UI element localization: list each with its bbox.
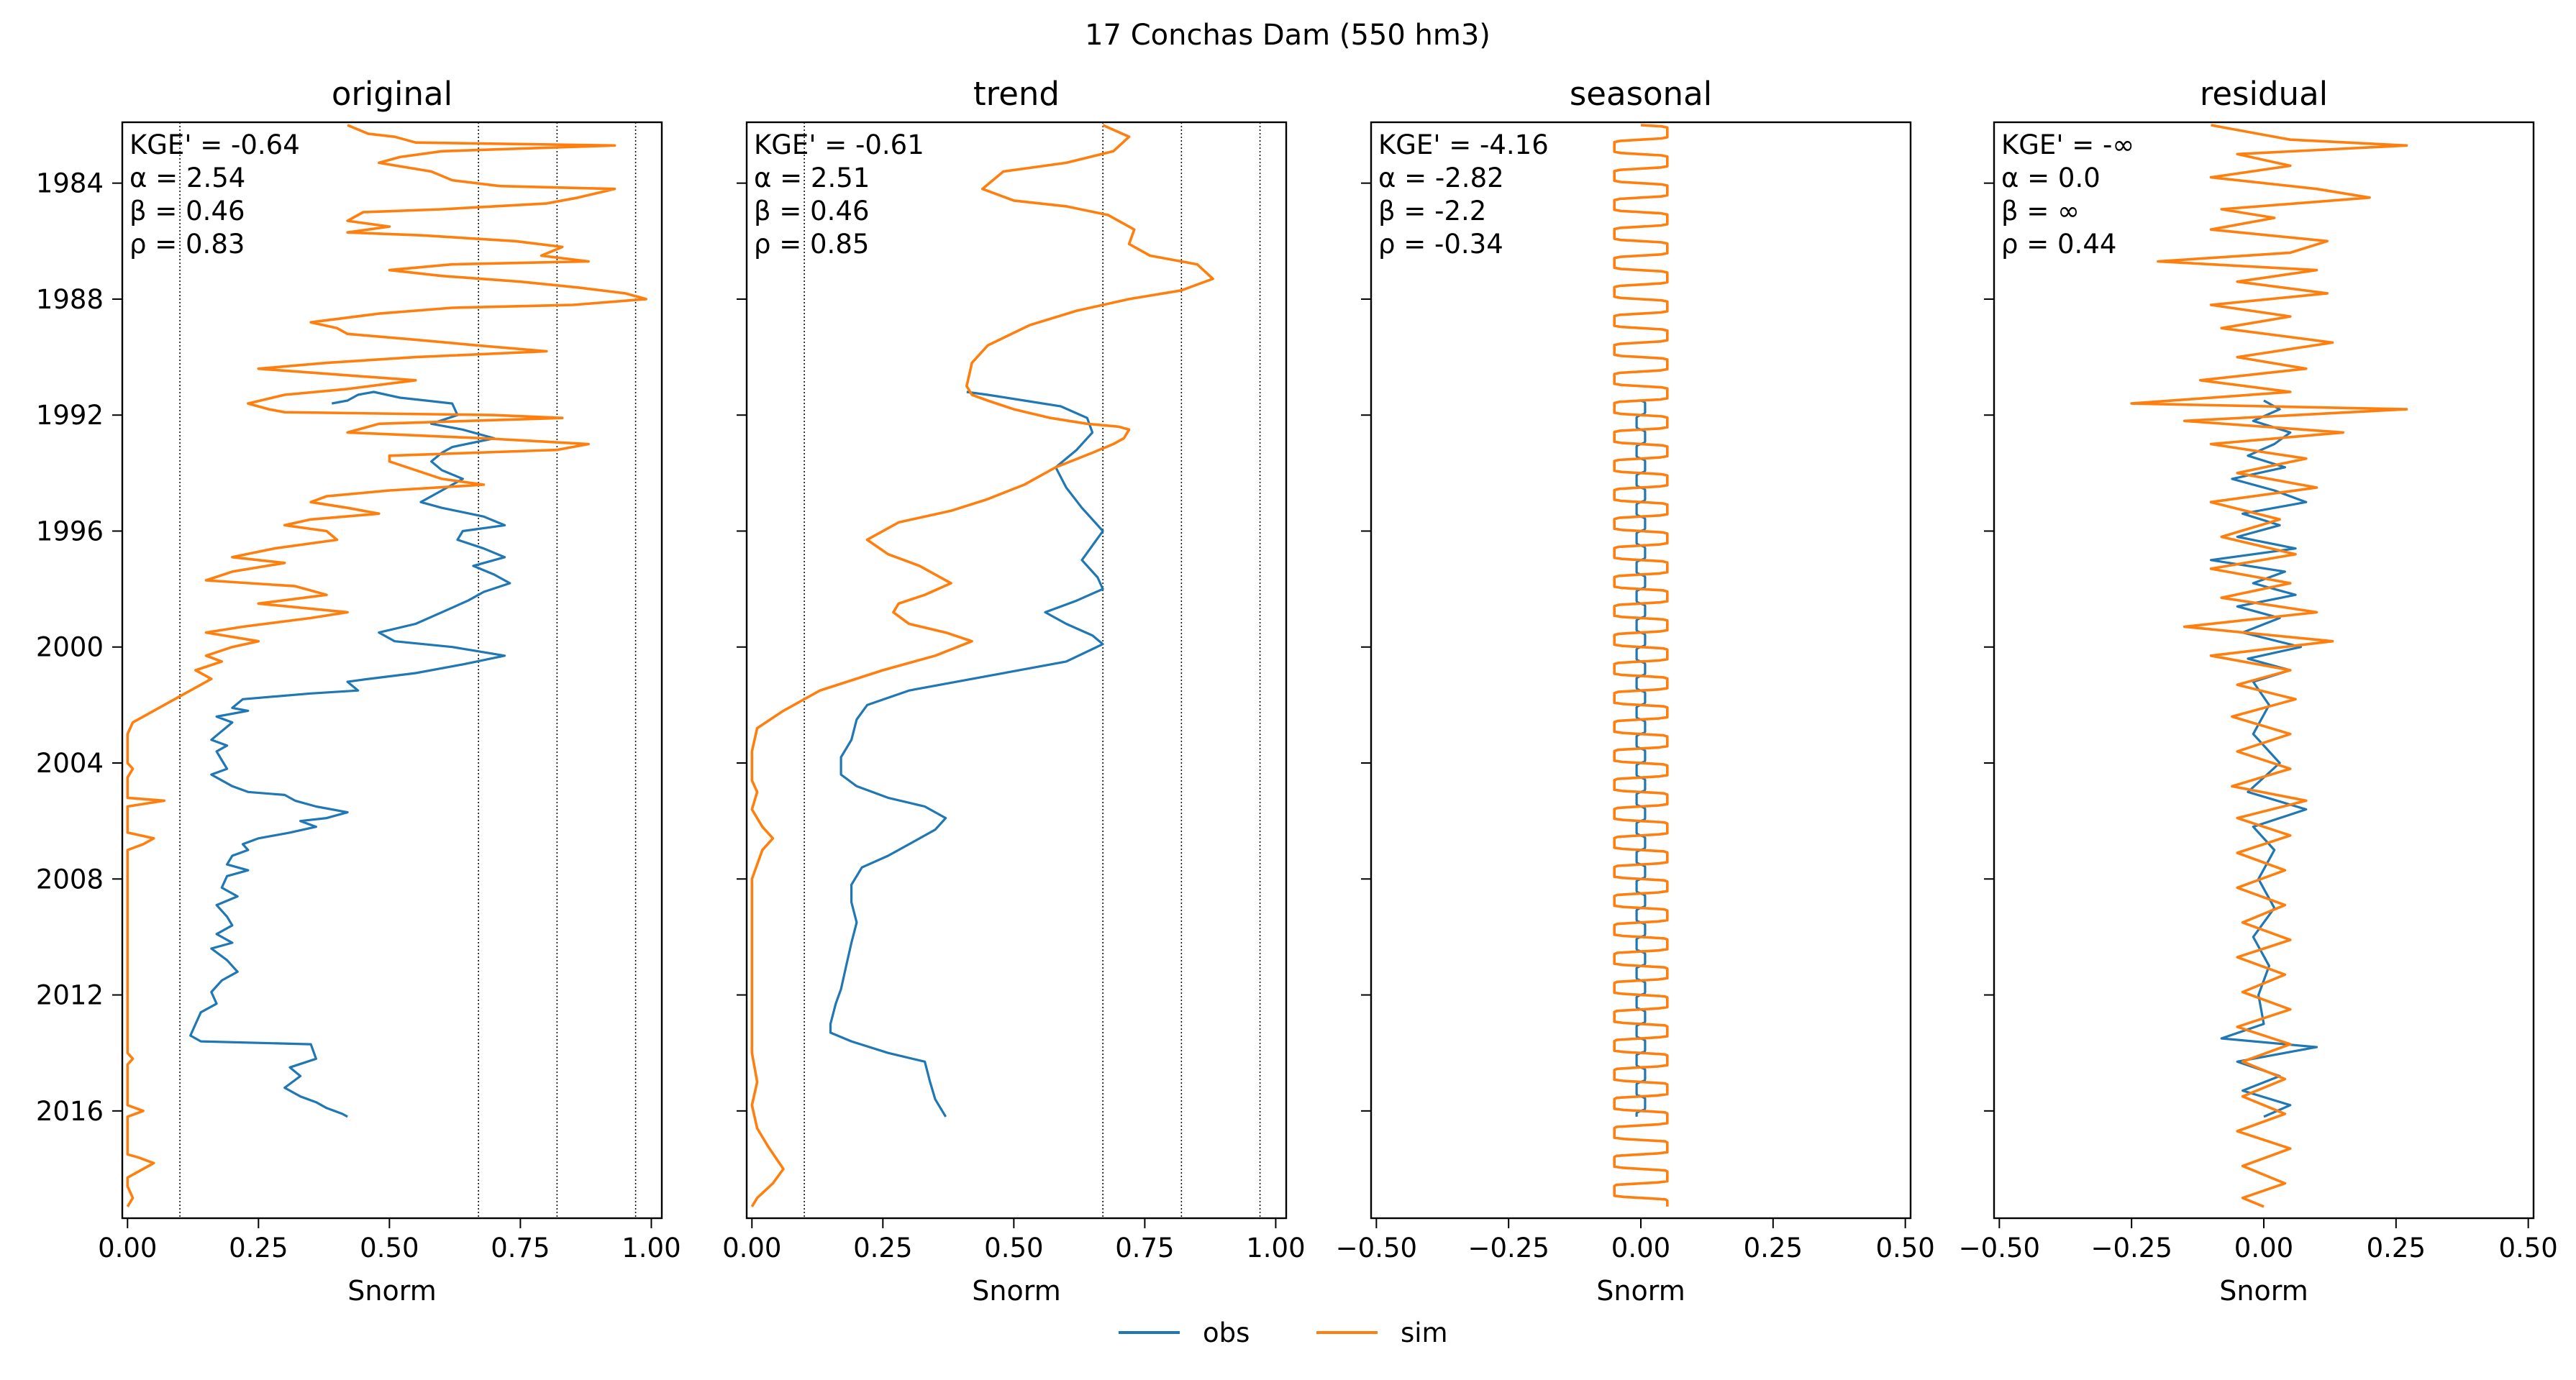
x-axis-label: Snorm (1596, 1275, 1685, 1307)
panels: original 0.00 0.25 0.50 0.75 1.00 Snorm 1984 198… (36, 75, 2558, 1307)
x-tick-label: 0.00 (98, 1233, 157, 1264)
y-tick-label: 2016 (36, 1096, 104, 1127)
stats-text-1: α = 2.54 (129, 163, 245, 193)
axes-frame (745, 121, 1288, 1220)
stats-text-1: α = -2.82 (1378, 163, 1504, 193)
y-tick-label: 2000 (36, 632, 104, 663)
panel-original: original 0.00 0.25 0.50 0.75 1.00 Snorm 1984 198… (36, 75, 681, 1307)
x-tick-label: 0.75 (491, 1233, 550, 1264)
panel-trend: trend 0.00 0.25 0.50 0.75 1.00 Snorm KGE' = -0.… (722, 75, 1306, 1307)
x-tick-label: 1.00 (1246, 1233, 1305, 1264)
legend: obs sim (1119, 1317, 1448, 1348)
panel-title: residual (2200, 75, 2328, 113)
x-tick-label: 0.25 (229, 1233, 288, 1264)
x-tick-label: 0.50 (360, 1233, 419, 1264)
y-tick-label: 1992 (36, 400, 104, 431)
panel-title: trend (973, 75, 1060, 113)
x-tick-label: 0.25 (2367, 1233, 2426, 1264)
stats-text-0: KGE' = -0.61 (754, 129, 924, 160)
stats-text-1: α = 2.51 (754, 163, 870, 193)
x-tick-label: 0.00 (1611, 1233, 1670, 1264)
x-tick-label: −0.25 (2090, 1233, 2172, 1264)
stats-text-1: α = 0.0 (2001, 163, 2101, 193)
x-tick-label: −0.25 (1467, 1233, 1549, 1264)
series-sim-line (126, 124, 647, 1207)
panel-residual: residual −0.50 −0.25 0.00 0.25 0.50 Snorm KGE' … (1959, 75, 2558, 1307)
series-sim-line (750, 124, 1214, 1207)
legend-sim-label: sim (1401, 1317, 1448, 1348)
y-tick-label: 2004 (36, 748, 104, 779)
stats-text-3: ρ = 0.83 (129, 229, 245, 260)
panel-seasonal: seasonal −0.50 −0.25 0.00 0.25 0.50 Snorm KGE' … (1336, 75, 1935, 1307)
y-tick-label: 2008 (36, 864, 104, 895)
plot-lines (2130, 124, 2408, 1208)
axes-frame (121, 121, 663, 1220)
x-tick-label: −0.50 (1959, 1233, 2040, 1264)
stats-text-2: β = ∞ (2001, 196, 2080, 227)
x-tick-label: 0.50 (984, 1233, 1043, 1264)
stats-text-0: KGE' = -0.64 (129, 129, 300, 160)
x-tick-label: 0.25 (1744, 1233, 1803, 1264)
stats-text-0: KGE' = -4.16 (1378, 129, 1549, 160)
x-tick-label: 0.25 (853, 1233, 912, 1264)
plot-area (1371, 122, 1911, 1218)
stats-text-2: β = -2.2 (1378, 196, 1486, 227)
y-tick-label: 1988 (36, 284, 104, 315)
x-axis-label: Snorm (347, 1275, 436, 1307)
x-tick-label: 1.00 (622, 1233, 681, 1264)
series-sim-line (1613, 124, 1669, 1207)
y-tick-label: 2012 (36, 980, 104, 1011)
x-tick-label: 0.50 (2498, 1233, 2557, 1264)
x-tick-label: 0.00 (722, 1233, 781, 1264)
series-sim-line (2130, 124, 2408, 1208)
stats-text-2: β = 0.46 (754, 196, 870, 227)
stats-text-3: ρ = 0.44 (2001, 229, 2116, 260)
y-tick-label: 1996 (36, 516, 104, 547)
plot-lines (750, 122, 1261, 1218)
panel-title: original (332, 75, 452, 113)
figure-suptitle: 17 Conchas Dam (550 hm3) (1085, 19, 1490, 52)
stats-text-0: KGE' = -∞ (2001, 129, 2134, 160)
series-obs-line (2209, 399, 2318, 1118)
x-tick-label: 0.75 (1115, 1233, 1174, 1264)
series-obs-line (189, 390, 511, 1118)
plot-lines (126, 122, 647, 1218)
series-obs-line (1635, 399, 1647, 1117)
panel-title: seasonal (1570, 75, 1712, 113)
x-axis-label: Snorm (2219, 1275, 2308, 1307)
stats-text-3: ρ = -0.34 (1378, 229, 1503, 260)
x-tick-label: 0.50 (1875, 1233, 1934, 1264)
stats-text-2: β = 0.46 (129, 196, 245, 227)
x-tick-label: 0.00 (2234, 1233, 2293, 1264)
x-axis-label: Snorm (972, 1275, 1060, 1307)
stats-text-3: ρ = 0.85 (754, 229, 869, 260)
y-tick-label: 1984 (36, 168, 104, 199)
plot-lines (1613, 124, 1669, 1207)
series-obs-line (829, 390, 1104, 1118)
x-tick-label: −0.50 (1336, 1233, 1417, 1264)
legend-obs-label: obs (1203, 1317, 1250, 1348)
